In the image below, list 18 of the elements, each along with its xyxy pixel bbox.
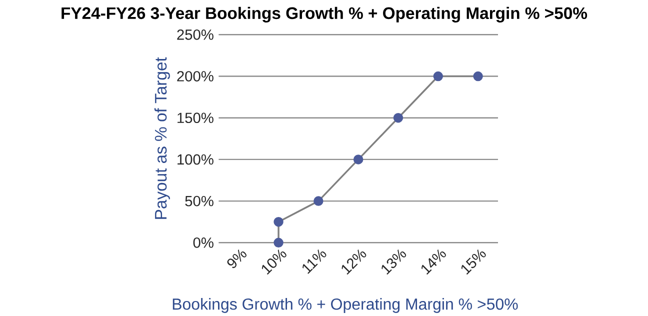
y-axis-title: Payout as % of Target (154, 57, 170, 219)
y-tick-label: 50% (185, 196, 214, 206)
point (274, 238, 284, 248)
point (433, 71, 444, 82)
point (314, 196, 324, 206)
x-tick-label: 11% (302, 249, 326, 274)
point (274, 216, 284, 227)
point (353, 154, 364, 164)
point (473, 71, 483, 82)
point (393, 112, 404, 123)
x-axis-title: Bookings Growth % + Operating Margin % >50% (172, 298, 518, 313)
y-tick-label: 150% (178, 112, 214, 124)
y-tick-label: 200% (177, 71, 214, 82)
x-tick-label: 9% (227, 249, 246, 268)
y-tick-label: 250% (177, 29, 214, 40)
y-tick-label: 0% (193, 237, 214, 248)
chart-title: FY24-FY26 3-Year Bookings Growth % + Operating Margin % >50% (62, 6, 588, 22)
y-tick-label: 100% (178, 154, 214, 165)
